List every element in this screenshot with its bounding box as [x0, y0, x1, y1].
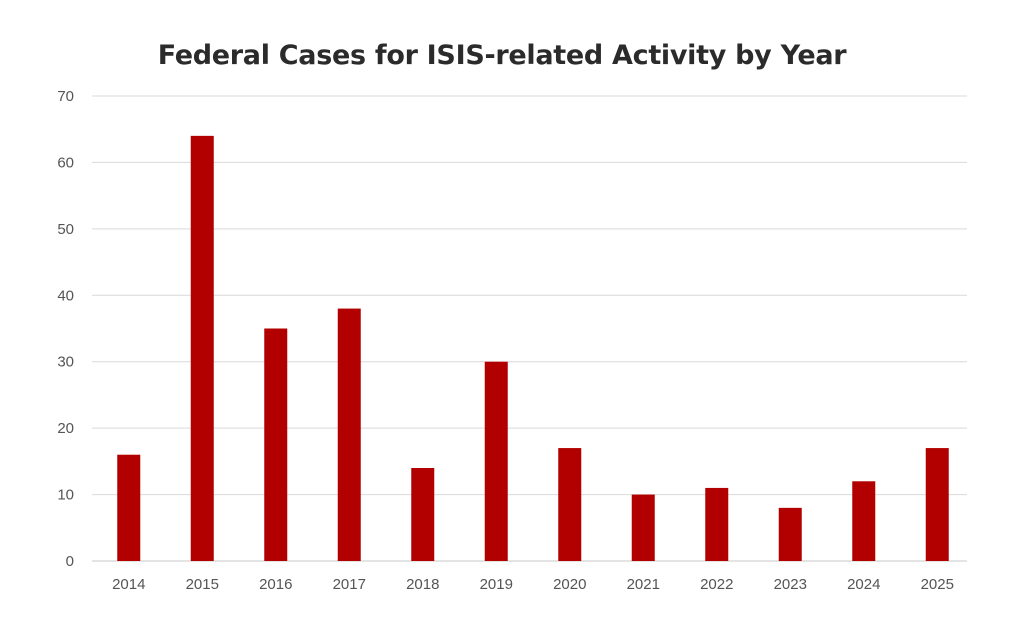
x-tick-label: 2023	[774, 576, 807, 593]
x-tick-label: 2018	[406, 576, 439, 593]
y-tick-label: 50	[57, 221, 74, 238]
bar-2015	[190, 135, 214, 561]
bars	[117, 135, 949, 561]
chart-title: Federal Cases for ISIS-related Activity …	[157, 40, 847, 71]
y-axis-tick-labels: 0 10 20 30 40 50 60 70	[57, 88, 74, 570]
x-tick-label: 2019	[480, 576, 513, 593]
y-tick-label: 0	[66, 553, 74, 570]
bar-2022	[705, 487, 729, 561]
x-axis-tick-labels: 2014 2015 2016 2017 2018 2019 2020 2021 2022 2023…	[112, 576, 954, 593]
y-tick-label: 10	[57, 487, 74, 504]
x-tick-label: 2025	[921, 576, 954, 593]
grid-lines	[92, 95, 967, 562]
x-tick-label: 2015	[186, 576, 219, 593]
y-tick-label: 70	[57, 88, 74, 105]
x-tick-label: 2022	[700, 576, 733, 593]
x-tick-label: 2024	[847, 576, 880, 593]
bar-2017	[337, 308, 361, 561]
y-tick-label: 30	[57, 354, 74, 371]
x-tick-label: 2021	[627, 576, 660, 593]
bar-2018	[411, 468, 435, 561]
x-tick-label: 2020	[553, 576, 586, 593]
bar-2025	[925, 448, 949, 561]
bar-2016	[264, 328, 288, 561]
y-tick-label: 20	[57, 420, 74, 437]
bar-2020	[558, 448, 582, 561]
x-tick-label: 2014	[112, 576, 145, 593]
bar-2019	[484, 361, 508, 561]
y-tick-label: 60	[57, 154, 74, 171]
y-tick-label: 40	[57, 287, 74, 304]
bar-2014	[117, 454, 141, 561]
bar-2023	[778, 507, 802, 561]
bar-2024	[852, 481, 876, 561]
x-tick-label: 2016	[259, 576, 292, 593]
bar-2021	[631, 494, 655, 561]
x-tick-label: 2017	[333, 576, 366, 593]
